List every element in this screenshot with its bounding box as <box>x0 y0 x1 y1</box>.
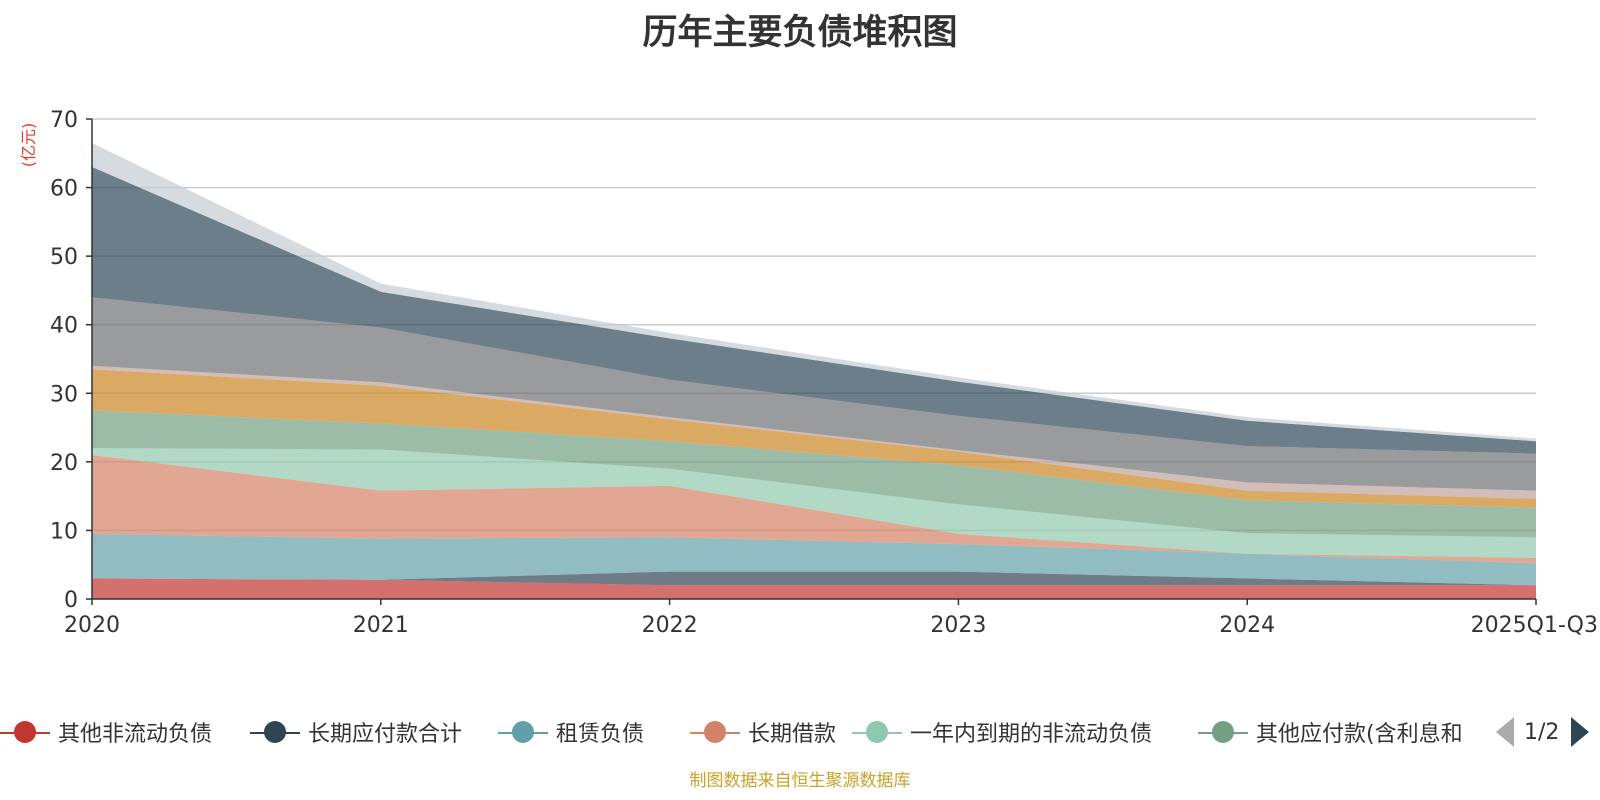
area-series-7[interactable] <box>92 369 1536 508</box>
x-tick-label: 2025Q1-Q3 <box>1471 613 1598 638</box>
area-series-9[interactable] <box>92 297 1536 491</box>
area-series-2[interactable] <box>92 571 1536 586</box>
axes: 0 10 20 30 40 50 60 70 2020 2021 2022 2023 2024 2025Q… <box>50 108 1598 638</box>
legend-marker-icon <box>498 712 548 752</box>
legend-item-5[interactable]: 一年内到期的非流动负债 <box>852 712 1152 752</box>
legend-prev-arrow-icon[interactable] <box>1496 717 1514 747</box>
area-series <box>92 143 1536 599</box>
x-tick-label: 2024 <box>1219 613 1275 638</box>
legend-marker-icon <box>0 712 50 752</box>
legend-marker-icon <box>852 712 902 752</box>
legend-page-indicator: 1/2 <box>1524 719 1560 745</box>
legend-label: 租赁负债 <box>556 722 645 747</box>
y-tick-label: 50 <box>50 245 78 270</box>
y-tick-label: 20 <box>50 451 78 476</box>
y-tick-label: 10 <box>50 519 78 544</box>
legend-marker-icon <box>690 712 740 752</box>
legend-pager: 1/2 <box>1496 712 1590 752</box>
y-tick-label: 30 <box>50 382 78 407</box>
legend-item-3[interactable]: 租赁负债 <box>498 712 644 752</box>
legend-label: 其他非流动负债 <box>58 722 213 747</box>
chart-title: 历年主要负债堆积图 <box>642 13 958 53</box>
area-series-10[interactable] <box>92 167 1536 454</box>
source-footer: 制图数据来自恒生聚源数据库 <box>689 771 911 791</box>
legend-label: 长期借款 <box>748 722 837 747</box>
y-tick-label: 0 <box>64 588 78 613</box>
legend-marker-icon <box>1198 712 1248 752</box>
legend-marker-icon <box>250 712 300 752</box>
x-tick-label: 2021 <box>353 613 409 638</box>
legend-item-6[interactable]: 其他应付款(含利息和 <box>1198 712 1463 752</box>
y-tick-label: 60 <box>50 177 78 202</box>
area-series-5[interactable] <box>92 448 1536 558</box>
legend-label: 其他应付款(含利息和 <box>1256 722 1463 747</box>
x-tick-label: 2022 <box>642 613 698 638</box>
legend-item-4[interactable]: 长期借款 <box>690 712 836 752</box>
legend-label: 长期应付款合计 <box>308 722 463 747</box>
area-series-1[interactable] <box>92 578 1536 599</box>
area-series-4[interactable] <box>92 455 1536 564</box>
legend-item-1[interactable]: 其他非流动负债 <box>0 712 212 752</box>
y-axis-label: (亿元) <box>19 123 38 168</box>
legend-next-arrow-icon[interactable] <box>1571 717 1590 747</box>
legend-item-2[interactable]: 长期应付款合计 <box>250 712 462 752</box>
legend: 其他非流动负债 长期应付款合计 租赁负债 长期借款 一年内到期的非流动负债 其他应付款(含… <box>0 712 1600 752</box>
x-tick-label: 2020 <box>64 613 120 638</box>
area-series-6[interactable] <box>92 410 1536 538</box>
legend-label: 一年内到期的非流动负债 <box>910 722 1153 747</box>
stacked-area-chart: 0 10 20 30 40 50 60 70 2020 2021 2022 2023 2024 2025Q… <box>19 108 1598 638</box>
y-tick-label: 70 <box>50 108 78 133</box>
y-tick-label: 40 <box>50 314 78 339</box>
x-tick-label: 2023 <box>930 613 986 638</box>
area-series-3[interactable] <box>92 533 1536 586</box>
